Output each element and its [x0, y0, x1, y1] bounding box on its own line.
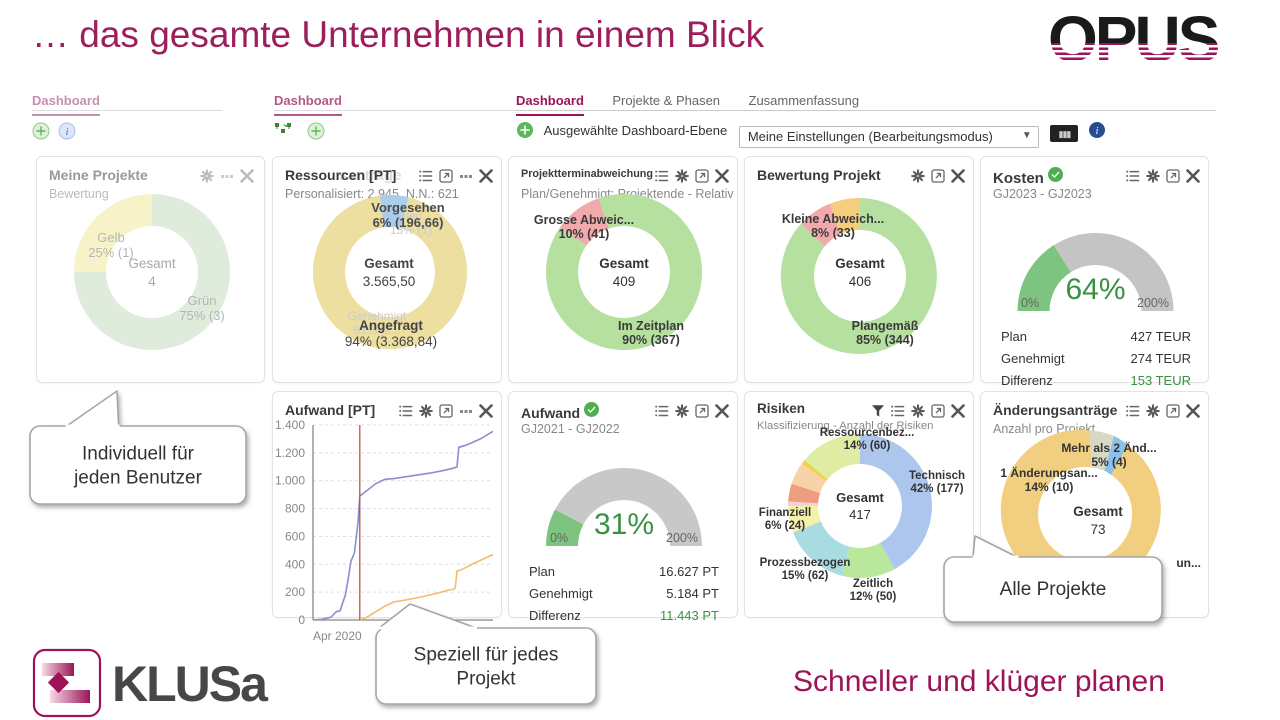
svg-text:Grün: Grün — [188, 293, 217, 308]
svg-text:Gesamt: Gesamt — [364, 256, 414, 271]
svg-text:jeden Benutzer: jeden Benutzer — [73, 468, 202, 489]
svg-text:6% (196,66): 6% (196,66) — [373, 215, 444, 230]
svg-text:85% (344): 85% (344) — [856, 333, 914, 347]
svg-text:Prozessbezogen: Prozessbezogen — [760, 557, 851, 569]
svg-text:0: 0 — [298, 613, 305, 627]
svg-text:Gesamt: Gesamt — [128, 256, 176, 271]
svg-text:417: 417 — [849, 507, 871, 522]
svg-text:Speziell für jedes: Speziell für jedes — [414, 645, 559, 666]
svg-text:Grosse Abweic...: Grosse Abweic... — [534, 213, 634, 227]
svg-text:409: 409 — [613, 274, 636, 289]
svg-text:200: 200 — [285, 585, 305, 599]
svg-text:200%: 200% — [1137, 296, 1169, 310]
svg-text:3.565,50: 3.565,50 — [363, 274, 416, 289]
svg-text:KLUSa: KLUSa — [112, 656, 269, 712]
svg-text:42% (177): 42% (177) — [910, 483, 963, 495]
svg-text:4: 4 — [148, 274, 156, 289]
svg-text:Zeitlich: Zeitlich — [853, 578, 893, 590]
svg-text:12% (50): 12% (50) — [850, 591, 897, 603]
svg-text:14% (60): 14% (60) — [844, 440, 891, 452]
svg-text:Finanziell: Finanziell — [759, 507, 811, 519]
svg-text:90% (367): 90% (367) — [622, 333, 680, 347]
svg-text:200%: 200% — [666, 531, 698, 545]
svg-text:94% (3.368,84): 94% (3.368,84) — [345, 334, 437, 349]
svg-text:406: 406 — [849, 274, 872, 289]
svg-text:1.400: 1.400 — [275, 420, 305, 432]
svg-text:Angefragt: Angefragt — [359, 318, 423, 333]
svg-text:0%: 0% — [1021, 296, 1039, 310]
svg-text:Alle Projekte: Alle Projekte — [1000, 579, 1107, 600]
svg-text:i: i — [65, 126, 68, 138]
svg-text:Gesamt: Gesamt — [835, 256, 885, 271]
svg-text:Im Zeitplan: Im Zeitplan — [618, 319, 684, 333]
svg-text:Ressourcenbez...: Ressourcenbez... — [820, 427, 915, 439]
svg-text:0%: 0% — [550, 531, 568, 545]
svg-text:Plangemäß: Plangemäß — [852, 319, 919, 333]
svg-text:Mehr als 2 Änd...: Mehr als 2 Änd... — [1061, 440, 1156, 455]
svg-text:Gesamt: Gesamt — [836, 490, 884, 505]
svg-text:400: 400 — [285, 557, 305, 571]
svg-text:Gesamt: Gesamt — [599, 256, 649, 271]
svg-text:8% (33): 8% (33) — [811, 226, 855, 240]
svg-text:Apr 2020: Apr 2020 — [313, 629, 362, 643]
svg-text:Vorgesehen: Vorgesehen — [371, 200, 445, 215]
svg-text:Projekt: Projekt — [456, 669, 516, 690]
svg-text:Technisch: Technisch — [909, 470, 965, 482]
svg-text:Gesamt: Gesamt — [1073, 504, 1123, 519]
svg-text:25% (1): 25% (1) — [88, 245, 134, 260]
svg-text:6% (24): 6% (24) — [765, 520, 805, 532]
svg-text:10% (41): 10% (41) — [559, 227, 610, 241]
svg-text:800: 800 — [285, 502, 305, 516]
svg-text:Individuell für: Individuell für — [82, 444, 195, 465]
svg-text:14% (10): 14% (10) — [1025, 480, 1074, 494]
svg-text:1.200: 1.200 — [275, 446, 305, 460]
svg-text:31%: 31% — [594, 508, 654, 541]
svg-text:600: 600 — [285, 529, 305, 543]
svg-text:64%: 64% — [1065, 273, 1125, 306]
svg-text:75% (3): 75% (3) — [179, 308, 225, 323]
svg-text:i: i — [1096, 126, 1099, 137]
svg-text:Gelb: Gelb — [97, 230, 124, 245]
svg-text:un...: un... — [1176, 556, 1201, 570]
svg-text:Kleine Abweich...: Kleine Abweich... — [782, 212, 884, 226]
svg-text:1 Änderungsan...: 1 Änderungsan... — [1000, 465, 1097, 480]
svg-text:1.000: 1.000 — [275, 474, 305, 488]
svg-text:15% (62): 15% (62) — [782, 570, 829, 582]
